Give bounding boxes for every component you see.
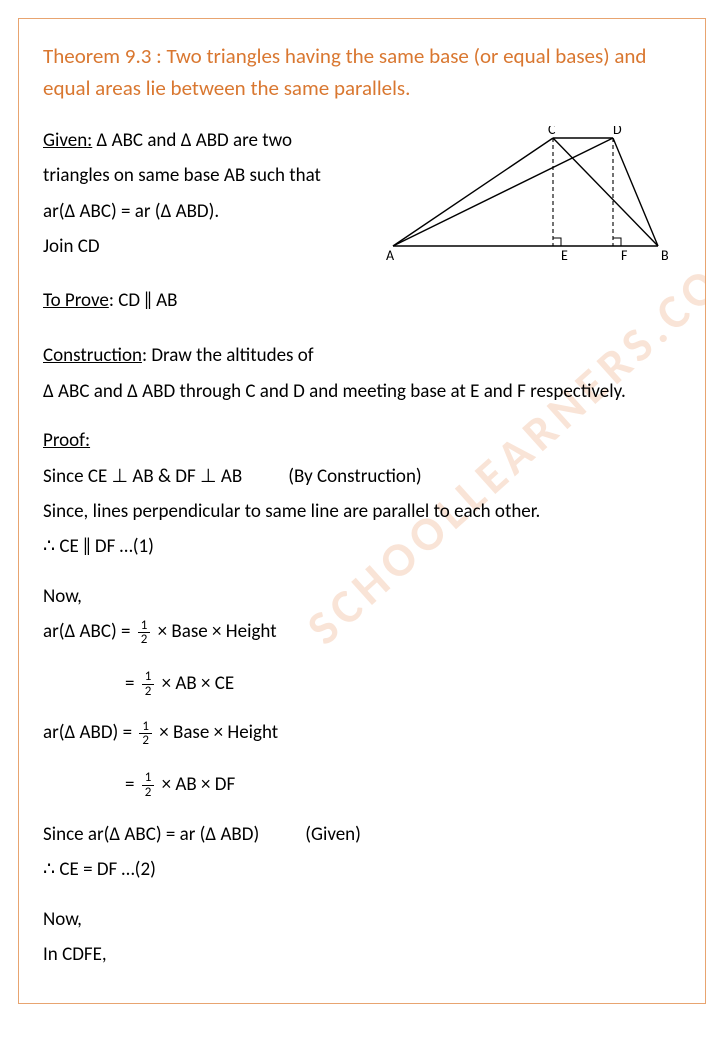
given-section: Given: Δ ABC and Δ ABD are two triangles… <box>43 126 363 321</box>
proof-line1b: (By Construction) <box>288 465 422 488</box>
label-A: A <box>386 247 395 264</box>
therefore2: ∴ CE = DF …(2) <box>43 855 681 884</box>
now1: Now, <box>43 582 681 611</box>
eq2a: = <box>125 672 139 695</box>
eq1a: ar(Δ ABC) = <box>43 620 135 643</box>
construction-label: Construction <box>43 344 142 367</box>
eq3b: × Base × Height <box>155 721 278 744</box>
label-E: E <box>561 247 568 264</box>
toprove-text: : CD ‖ AB <box>109 289 178 312</box>
construction-line2: Δ ABC and Δ ABD through C and D and meet… <box>43 377 681 406</box>
proof-line2: Since, lines perpendicular to same line … <box>43 497 681 526</box>
theorem-title: Theorem 9.3 : Two triangles having the s… <box>43 41 681 104</box>
given-line4: Join CD <box>43 232 363 261</box>
label-D: D <box>613 126 622 138</box>
abd-block: ar(Δ ABD) = 12 × Base × Height = 12 × AB… <box>43 718 681 799</box>
now2: Now, <box>43 905 681 934</box>
proof-line1a: Since CE ⊥ AB & DF ⊥ AB <box>43 465 242 488</box>
proof-section: Proof: Since CE ⊥ AB & DF ⊥ AB (By Constr… <box>43 426 681 562</box>
construction-section: Construction: Draw the altitudes of Δ AB… <box>43 341 681 406</box>
given-line1: Δ ABC and Δ ABD are two <box>92 129 292 152</box>
since1b: (Given) <box>305 823 361 846</box>
toprove-label: To Prove <box>43 289 109 312</box>
since-block: Since ar(Δ ABC) = ar (Δ ABD) (Given) ∴ CE… <box>43 820 681 885</box>
half-fraction-icon: 12 <box>138 619 151 647</box>
eq4a: = <box>125 773 139 796</box>
half-fraction-icon: 12 <box>142 771 155 799</box>
proof-line3: ∴ CE ‖ DF …(1) <box>43 532 681 561</box>
trailing-block: Now, In CDFE, <box>43 905 681 970</box>
half-fraction-icon: 12 <box>139 720 152 748</box>
label-B: B <box>661 247 669 264</box>
given-label: Given: <box>43 129 92 152</box>
label-C: C <box>548 126 556 138</box>
eq1b: × Base × Height <box>153 620 276 643</box>
eq3a: ar(Δ ABD) = <box>43 721 136 744</box>
given-line2: triangles on same base AB such that <box>43 161 363 190</box>
eq2b: × AB × CE <box>157 672 234 695</box>
proof-label: Proof: <box>43 429 90 452</box>
half-fraction-icon: 12 <box>142 670 155 698</box>
triangle-diagram: A B C D E F <box>383 126 681 321</box>
eq4b: × AB × DF <box>157 773 235 796</box>
incdfe: In CDFE, <box>43 940 681 969</box>
label-F: F <box>621 247 628 264</box>
since1: Since ar(Δ ABC) = ar (Δ ABD) <box>43 823 259 846</box>
given-line3: ar(Δ ABC) = ar (Δ ABD). <box>43 197 363 226</box>
now-block-1: Now, ar(Δ ABC) = 12 × Base × Height = 12… <box>43 582 681 699</box>
construction-text: : Draw the altitudes of <box>142 344 314 367</box>
